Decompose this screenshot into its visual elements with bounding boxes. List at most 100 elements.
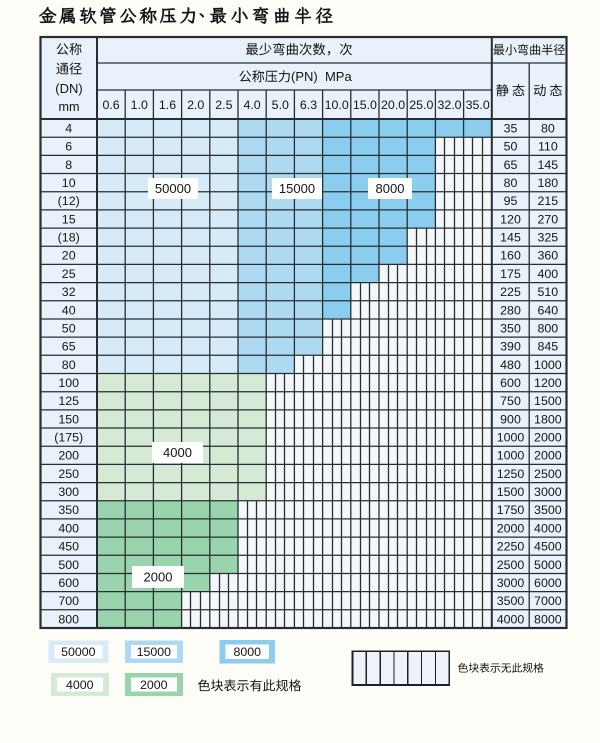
svg-text:3000: 3000 (497, 576, 525, 590)
svg-text:360: 360 (538, 249, 559, 263)
svg-text:2000: 2000 (534, 431, 562, 445)
svg-text:225: 225 (500, 285, 521, 299)
svg-text:1000: 1000 (497, 449, 525, 463)
svg-text:2500: 2500 (534, 467, 562, 481)
svg-text:40: 40 (62, 303, 76, 317)
svg-text:500: 500 (58, 558, 79, 572)
svg-text:2.5: 2.5 (215, 98, 232, 112)
svg-text:3500: 3500 (497, 594, 525, 608)
svg-text:700: 700 (58, 594, 79, 608)
svg-text:270: 270 (538, 212, 559, 226)
svg-text:350: 350 (500, 322, 521, 336)
svg-text:145: 145 (538, 158, 559, 172)
svg-text:0.6: 0.6 (102, 98, 119, 112)
svg-text:50: 50 (504, 140, 518, 154)
svg-text:35: 35 (504, 122, 518, 136)
svg-text:6.3: 6.3 (300, 98, 317, 112)
svg-text:800: 800 (538, 322, 559, 336)
svg-text:50000: 50000 (61, 645, 96, 659)
svg-text:15: 15 (62, 212, 76, 226)
svg-text:325: 325 (538, 231, 559, 245)
svg-text:125: 125 (58, 394, 79, 408)
svg-text:450: 450 (58, 540, 79, 554)
svg-text:(12): (12) (58, 194, 80, 208)
svg-text:32: 32 (62, 285, 76, 299)
svg-text:2000: 2000 (144, 570, 173, 585)
svg-text:300: 300 (58, 485, 79, 499)
svg-text:600: 600 (500, 376, 521, 390)
svg-text:2.0: 2.0 (187, 98, 204, 112)
svg-text:4000: 4000 (163, 445, 192, 460)
svg-text:95: 95 (504, 194, 518, 208)
svg-text:1250: 1250 (497, 467, 525, 481)
svg-text:15.0: 15.0 (353, 98, 377, 112)
svg-text:400: 400 (538, 267, 559, 281)
svg-text:1200: 1200 (534, 376, 562, 390)
svg-text:50: 50 (62, 322, 76, 336)
svg-text:80: 80 (62, 358, 76, 372)
svg-text:1750: 1750 (497, 503, 525, 517)
svg-text:1000: 1000 (534, 358, 562, 372)
svg-text:120: 120 (500, 212, 521, 226)
svg-text:15000: 15000 (279, 181, 315, 196)
svg-text:5.0: 5.0 (272, 98, 289, 112)
svg-text:4000: 4000 (66, 678, 94, 692)
svg-text:1.6: 1.6 (159, 98, 176, 112)
svg-text:5000: 5000 (534, 558, 562, 572)
svg-text:1800: 1800 (534, 412, 562, 426)
svg-text:215: 215 (538, 194, 559, 208)
svg-text:150: 150 (58, 412, 79, 426)
svg-text:200: 200 (58, 449, 79, 463)
svg-text:1.0: 1.0 (131, 98, 148, 112)
svg-text:390: 390 (500, 340, 521, 354)
svg-text:145: 145 (500, 231, 521, 245)
svg-text:1500: 1500 (534, 394, 562, 408)
svg-text:2500: 2500 (497, 558, 525, 572)
svg-text:25.0: 25.0 (409, 98, 433, 112)
svg-text:280: 280 (500, 303, 521, 317)
svg-text:1000: 1000 (497, 431, 525, 445)
svg-text:6000: 6000 (534, 576, 562, 590)
svg-text:65: 65 (62, 340, 76, 354)
svg-text:8000: 8000 (534, 612, 562, 626)
svg-text:350: 350 (58, 503, 79, 517)
svg-text:845: 845 (538, 340, 559, 354)
svg-text:2000: 2000 (140, 678, 168, 692)
svg-text:4500: 4500 (534, 540, 562, 554)
svg-text:10.0: 10.0 (325, 98, 349, 112)
svg-text:(175): (175) (54, 431, 83, 445)
svg-text:25: 25 (62, 267, 76, 281)
svg-text:15000: 15000 (137, 645, 172, 659)
svg-text:10: 10 (62, 176, 76, 190)
svg-text:250: 250 (58, 467, 79, 481)
svg-text:4.0: 4.0 (243, 98, 260, 112)
svg-text:600: 600 (58, 576, 79, 590)
svg-text:(18): (18) (58, 231, 80, 245)
svg-text:8000: 8000 (376, 181, 405, 196)
svg-text:80: 80 (541, 122, 555, 136)
svg-text:20: 20 (62, 249, 76, 263)
svg-text:8: 8 (65, 158, 72, 172)
svg-text:900: 900 (500, 412, 521, 426)
svg-text:3500: 3500 (534, 503, 562, 517)
svg-text:8000: 8000 (233, 645, 261, 659)
svg-text:6: 6 (65, 140, 72, 154)
svg-text:180: 180 (538, 176, 559, 190)
svg-text:480: 480 (500, 358, 521, 372)
svg-text:20.0: 20.0 (381, 98, 405, 112)
svg-text:80: 80 (504, 176, 518, 190)
svg-text:1500: 1500 (497, 485, 525, 499)
svg-text:mm: mm (59, 100, 80, 114)
svg-text:65: 65 (504, 158, 518, 172)
svg-text:4000: 4000 (534, 521, 562, 535)
svg-text:50000: 50000 (155, 181, 191, 196)
svg-text:4: 4 (65, 122, 72, 136)
svg-text:160: 160 (500, 249, 521, 263)
svg-text:2000: 2000 (497, 521, 525, 535)
svg-text:400: 400 (58, 521, 79, 535)
svg-text:110: 110 (538, 140, 558, 154)
svg-text:32.0: 32.0 (437, 98, 461, 112)
svg-text:640: 640 (538, 303, 559, 317)
svg-text:4000: 4000 (497, 612, 525, 626)
svg-text:2250: 2250 (497, 540, 525, 554)
